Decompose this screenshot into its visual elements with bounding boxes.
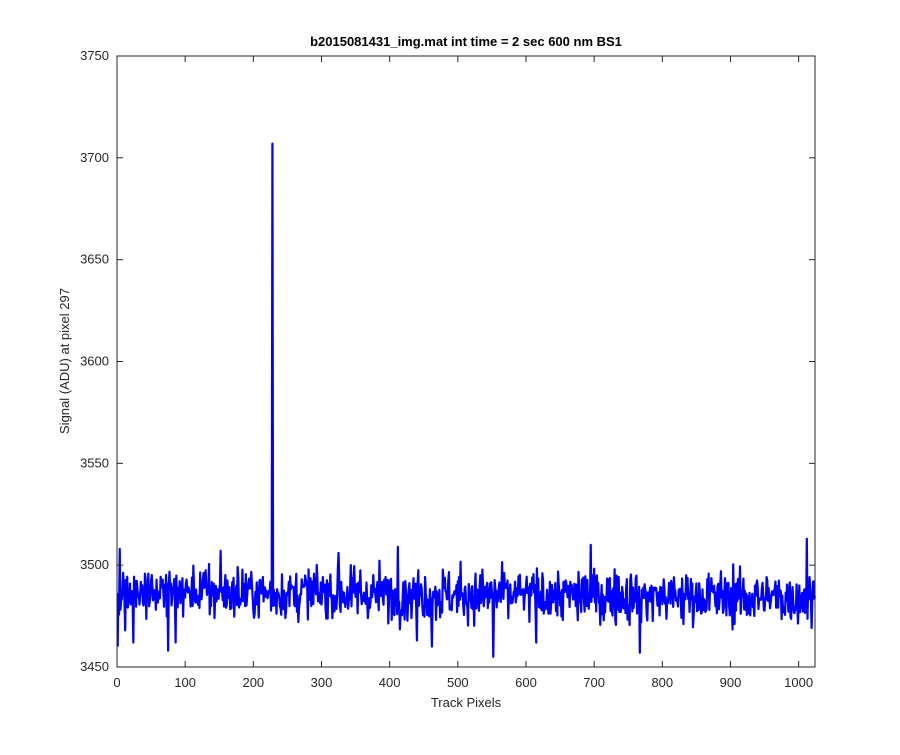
y-tick-label: 3500: [80, 557, 109, 572]
x-tick-label: 900: [720, 675, 742, 690]
signal-series-line: [116, 142, 817, 658]
y-tick-label: 3600: [80, 354, 109, 369]
chart-title: b2015081431_img.mat int time = 2 sec 600…: [310, 34, 622, 49]
x-tick-label: 100: [174, 675, 196, 690]
series-layer: [116, 142, 817, 658]
x-tick-label: 200: [242, 675, 264, 690]
y-tick-label: 3750: [80, 48, 109, 63]
x-tick-label: 400: [379, 675, 401, 690]
x-tick-label: 500: [447, 675, 469, 690]
y-axis-label: Signal (ADU) at pixel 297: [57, 288, 72, 434]
x-tick-label: 800: [651, 675, 673, 690]
y-tick-label: 3550: [80, 455, 109, 470]
y-tick-label: 3450: [80, 659, 109, 674]
x-tick-label: 300: [311, 675, 333, 690]
y-tick-label: 3650: [80, 252, 109, 267]
y-axis-ticks: 3450 3500 3550 3600 3650 3700 3750: [80, 48, 815, 674]
x-tick-label: 600: [515, 675, 537, 690]
plot-background: [117, 56, 815, 667]
y-tick-label: 3700: [80, 150, 109, 165]
x-axis-ticks: 0 100 200 300 400 500 600 700 800 900 1000: [113, 56, 813, 690]
x-axis-label: Track Pixels: [431, 695, 502, 710]
x-tick-label: 1000: [784, 675, 813, 690]
x-tick-label: 0: [113, 675, 120, 690]
x-tick-label: 700: [583, 675, 605, 690]
